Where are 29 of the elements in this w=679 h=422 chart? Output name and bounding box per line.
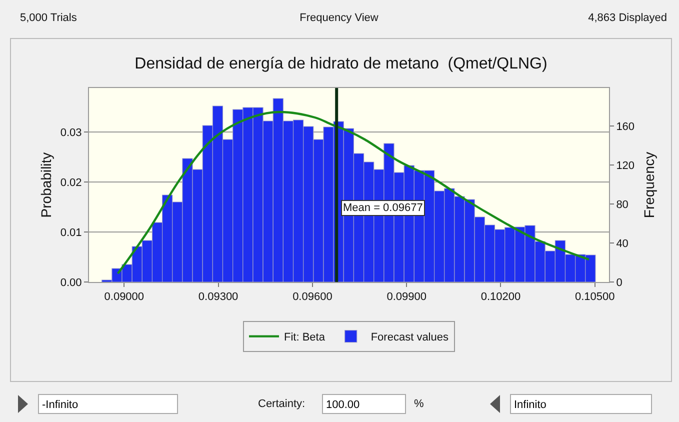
y-axis-title: Probability <box>38 152 54 218</box>
y-tick-label: 0.02 <box>60 176 82 189</box>
text: 4,863 Displayed <box>588 12 667 24</box>
ref-line-label: Mean = 0.09677 <box>343 202 423 214</box>
y-tick-label: 0.03 <box>60 126 82 139</box>
y2-tick-label: 160 <box>616 120 635 133</box>
y2-tick-label: 80 <box>616 198 628 211</box>
x-tick-label: 0.09300 <box>198 291 238 304</box>
x-tick-label: 0.09900 <box>386 291 426 304</box>
legend-label: Fit: Beta <box>284 332 326 344</box>
text: -Infinito <box>38 394 178 414</box>
x-tick-label: 0.09000 <box>104 291 144 304</box>
y-tick-label: 0.00 <box>60 276 82 289</box>
x-tick-label: 0.10500 <box>574 291 615 304</box>
x-tick-label: 0.09600 <box>292 291 332 304</box>
y2-axis-title: Frequency <box>641 152 657 218</box>
y2-tick-label: 120 <box>616 160 635 172</box>
y2-tick-label: 0 <box>616 276 622 289</box>
text: Frequency View <box>300 12 378 24</box>
text: Infinito <box>510 394 652 414</box>
x-tick-label: 0.10200 <box>480 291 521 304</box>
y-tick-label: 0.01 <box>60 226 82 239</box>
y2-tick-label: 40 <box>616 238 628 250</box>
text: 5,000 Trials <box>20 12 77 24</box>
chart-title: Densidad de energía de hidrato de metano (Qmet/QLNG) <box>134 56 548 73</box>
legend-label: Forecast values <box>370 332 449 344</box>
text: 100.00 <box>322 394 406 414</box>
text: Certainty: <box>258 398 306 410</box>
text: % <box>414 398 424 410</box>
